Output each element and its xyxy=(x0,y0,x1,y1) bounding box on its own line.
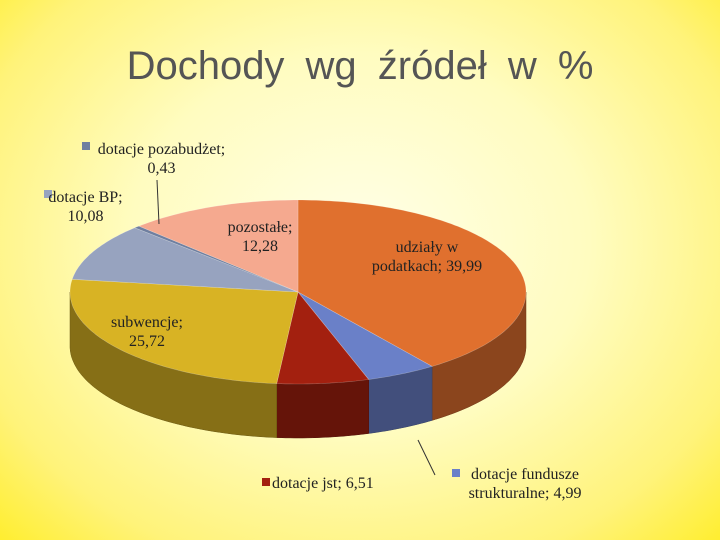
value-label: 12,28 xyxy=(242,238,278,255)
value-label: 6,51 xyxy=(345,475,374,492)
slice xyxy=(297,291,433,380)
category-name: dotacje fundusze strukturalne xyxy=(468,466,579,502)
label-separator: ; xyxy=(287,219,293,236)
slice-side xyxy=(69,292,277,438)
leader-line xyxy=(417,439,436,476)
data-label: dotacje jst; 6,51 xyxy=(272,474,402,493)
label-separator: ; xyxy=(118,189,123,206)
category-name: pozostałe xyxy=(227,219,288,236)
category-name: udziały w podatkach xyxy=(371,239,459,275)
label-separator: ; xyxy=(220,141,226,158)
label-separator: ; xyxy=(437,258,443,275)
legend-key xyxy=(44,190,52,198)
value-label: 10,08 xyxy=(67,208,104,225)
slice-side xyxy=(276,379,369,439)
legend-key xyxy=(372,244,380,252)
data-label: dotacje BP; 10,08 xyxy=(48,188,123,226)
leader-line xyxy=(156,179,160,225)
slice xyxy=(71,227,299,293)
label-separator: ; xyxy=(337,475,342,492)
slice xyxy=(297,199,527,367)
value-label: 25,72 xyxy=(129,333,165,350)
slice xyxy=(276,291,370,385)
legend-key xyxy=(262,478,270,486)
category-name: dotacje pozabudżet xyxy=(97,141,221,158)
data-label: dotacje pozabudżet; 0,43 xyxy=(94,140,229,178)
label-separator: ; xyxy=(178,314,183,331)
value-label: 0,43 xyxy=(147,160,176,177)
value-label: 4,99 xyxy=(553,485,582,502)
legend-key xyxy=(82,142,90,150)
legend-key xyxy=(452,469,460,477)
data-label: udziały w podatkach; 39,99 xyxy=(362,238,492,276)
category-name: subwencje xyxy=(111,314,179,331)
category-name: dotacje jst xyxy=(272,475,338,492)
slice xyxy=(69,278,299,384)
data-label: pozostałe; 12,28 xyxy=(215,218,305,256)
value-label: 39,99 xyxy=(446,258,483,275)
data-label: dotacje fundusze strukturalne; 4,99 xyxy=(455,465,595,503)
category-name: dotacje BP xyxy=(48,189,119,206)
chart-title: Dochody wg źródeł w % xyxy=(126,44,594,88)
data-label: subwencje; 25,72 xyxy=(92,313,202,351)
label-separator: ; xyxy=(544,485,550,502)
